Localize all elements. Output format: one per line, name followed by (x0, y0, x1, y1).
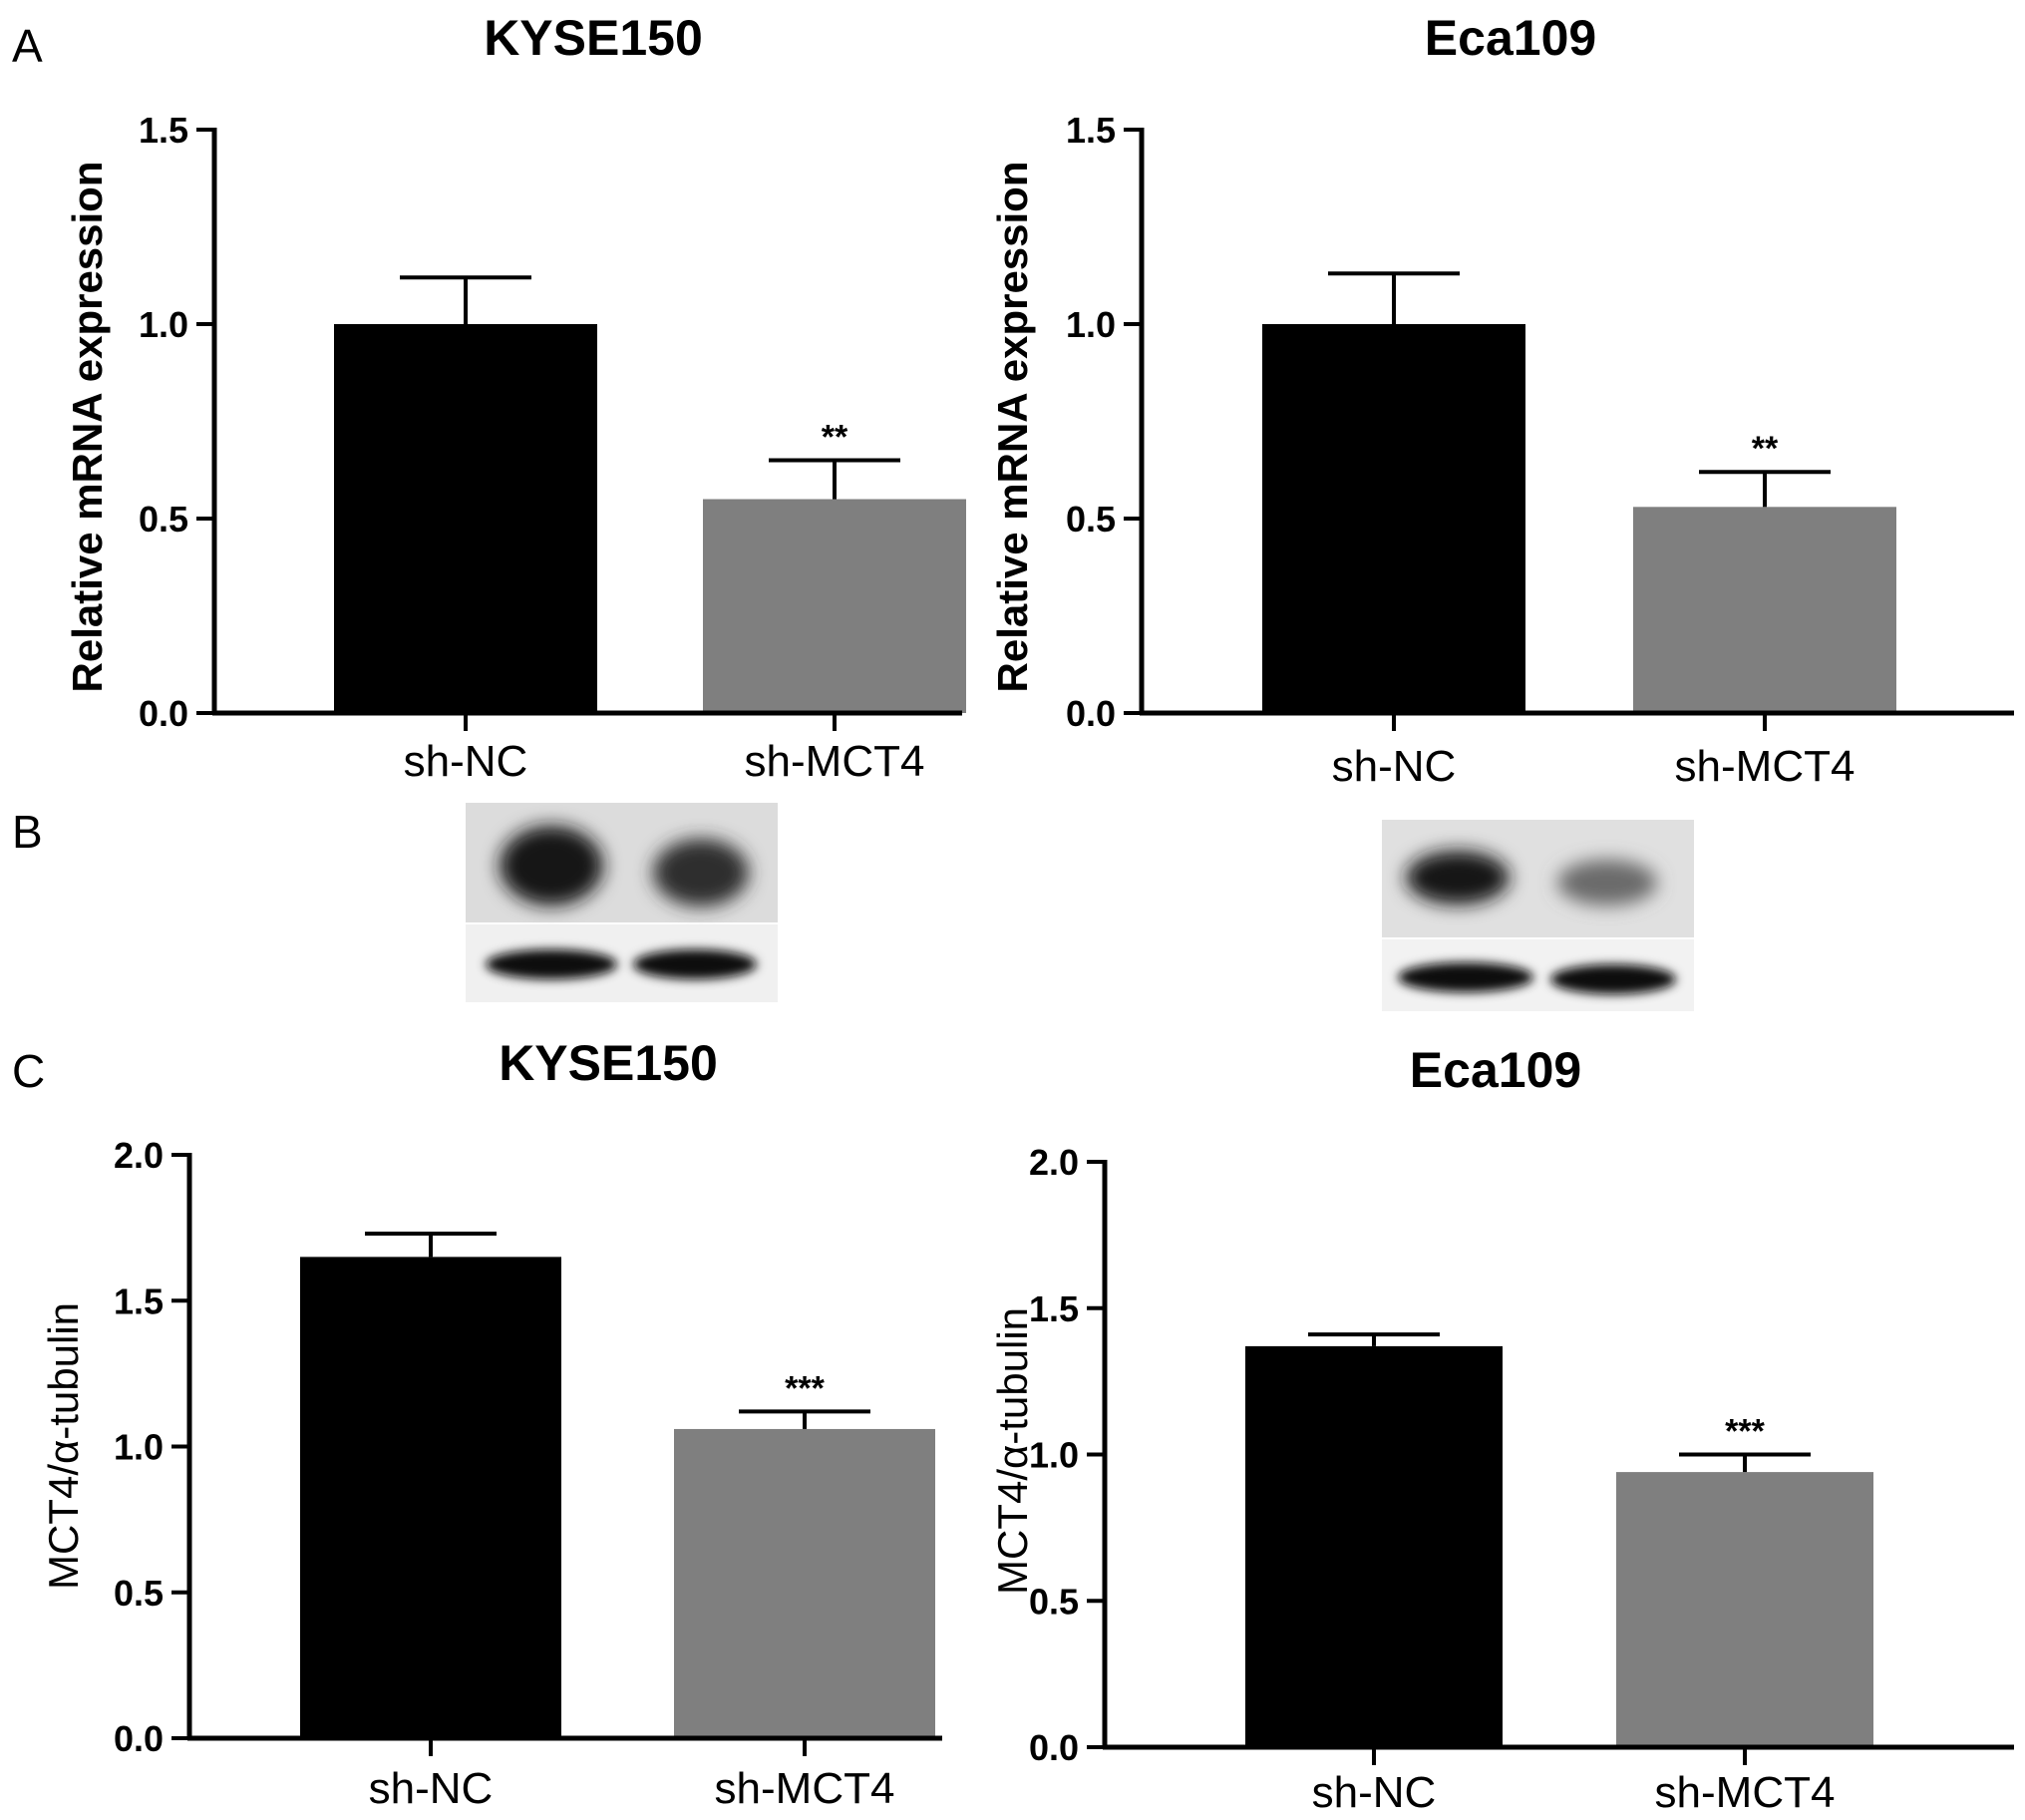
chart-title: KYSE150 (499, 1035, 718, 1091)
y-axis-label: MCT4/α-tubulin (40, 1302, 87, 1590)
y-tick-label: 0.5 (1029, 1581, 1079, 1622)
blot-band-tubulin-sh-nc (1398, 962, 1533, 992)
panel-letter-b: B (12, 806, 43, 858)
y-tick-label: 1.0 (114, 1427, 164, 1468)
y-tick-label: 0.0 (1066, 693, 1116, 734)
y-tick-label: 1.5 (139, 110, 188, 151)
x-tick-label: sh-NC (369, 1764, 494, 1813)
chart-title: KYSE150 (484, 10, 703, 66)
plot-area: sh-NC *** sh-MCT4 0.0 0.5 1.0 1.5 2.0 (1029, 1142, 2014, 1817)
bar-sh-mct4 (674, 1428, 935, 1738)
bar-sh-nc (1245, 1345, 1503, 1747)
blot-band-tubulin-sh-nc (486, 949, 617, 979)
panel-letter-c: C (12, 1045, 45, 1097)
y-tick-label: 0.5 (139, 499, 188, 540)
bar-sh-mct4 (703, 499, 966, 713)
x-tick-label: sh-NC (1312, 1768, 1437, 1817)
western-blot-eca109 (1382, 820, 1694, 1011)
y-tick-label: 1.0 (1029, 1435, 1079, 1476)
y-tick-label: 2.0 (114, 1135, 164, 1176)
blot-band-mct4-sh-nc (500, 826, 603, 906)
y-axis-label: Relative mRNA expression (64, 162, 111, 693)
blot-band-tubulin-sh-mct4 (1550, 964, 1676, 994)
blot-band-mct4-sh-nc (1406, 851, 1510, 905)
chart-title: Eca109 (1425, 10, 1596, 66)
y-tick-label: 1.5 (1066, 110, 1116, 151)
plot-area: sh-NC ** sh-MCT4 0.0 0.5 1.0 1.5 (1066, 110, 2014, 791)
bar-sh-mct4 (1616, 1472, 1873, 1747)
y-tick-label: 1.0 (139, 304, 188, 345)
significance-mark: *** (1725, 1413, 1765, 1451)
y-axis-label: MCT4/α-tubulin (989, 1307, 1036, 1595)
blot-band-mct4-sh-mct4 (1557, 860, 1657, 906)
x-tick-label: sh-MCT4 (1675, 742, 1856, 791)
x-tick-label: sh-MCT4 (745, 737, 925, 786)
y-tick-label: 1.5 (114, 1280, 164, 1321)
blot-band-tubulin-sh-mct4 (633, 949, 757, 979)
panel-letter-a: A (12, 20, 43, 72)
y-tick-label: 2.0 (1029, 1142, 1079, 1183)
significance-mark: ** (1752, 430, 1779, 468)
x-tick-label: sh-NC (1332, 742, 1457, 791)
bar-sh-nc (300, 1257, 561, 1738)
y-tick-label: 0.0 (114, 1718, 164, 1759)
y-tick-label: 1.5 (1029, 1288, 1079, 1329)
bar-sh-nc (1262, 324, 1525, 713)
significance-mark: *** (785, 1369, 825, 1407)
x-tick-label: sh-MCT4 (1655, 1768, 1836, 1817)
blot-band-mct4-sh-mct4 (653, 839, 749, 907)
chart-kyse150-mrna: KYSE150 Relative mRNA expression sh-NC **… (64, 10, 966, 786)
bar-sh-mct4 (1633, 507, 1896, 713)
bar-sh-nc (334, 324, 597, 713)
western-blot-kyse150 (466, 803, 778, 1002)
y-tick-label: 0.0 (139, 693, 188, 734)
y-tick-label: 0.0 (1029, 1727, 1079, 1768)
plot-area: sh-NC *** sh-MCT4 0.0 0.5 1.0 1.5 2.0 (114, 1135, 942, 1813)
chart-kyse150-protein: KYSE150 MCT4/α-tubulin sh-NC *** sh-MCT4 0.… (40, 1035, 942, 1813)
y-tick-label: 1.0 (1066, 304, 1116, 345)
y-tick-label: 0.5 (114, 1573, 164, 1614)
x-tick-label: sh-NC (404, 737, 528, 786)
chart-eca109-mrna: Eca109 Relative mRNA expression sh-NC**s… (989, 10, 2014, 791)
x-tick-label: sh-MCT4 (715, 1764, 895, 1813)
y-axis-label: Relative mRNA expression (989, 162, 1036, 693)
chart-eca109-protein: Eca109 MCT4/α-tubulin sh-NC *** sh-MCT4 0.0… (989, 1042, 2014, 1817)
plot-area: sh-NC ** sh-MCT4 0.0 0.5 1.0 1.5 (139, 110, 966, 786)
y-tick-label: 0.5 (1066, 499, 1116, 540)
significance-mark: ** (822, 419, 848, 457)
chart-title: Eca109 (1410, 1042, 1581, 1098)
